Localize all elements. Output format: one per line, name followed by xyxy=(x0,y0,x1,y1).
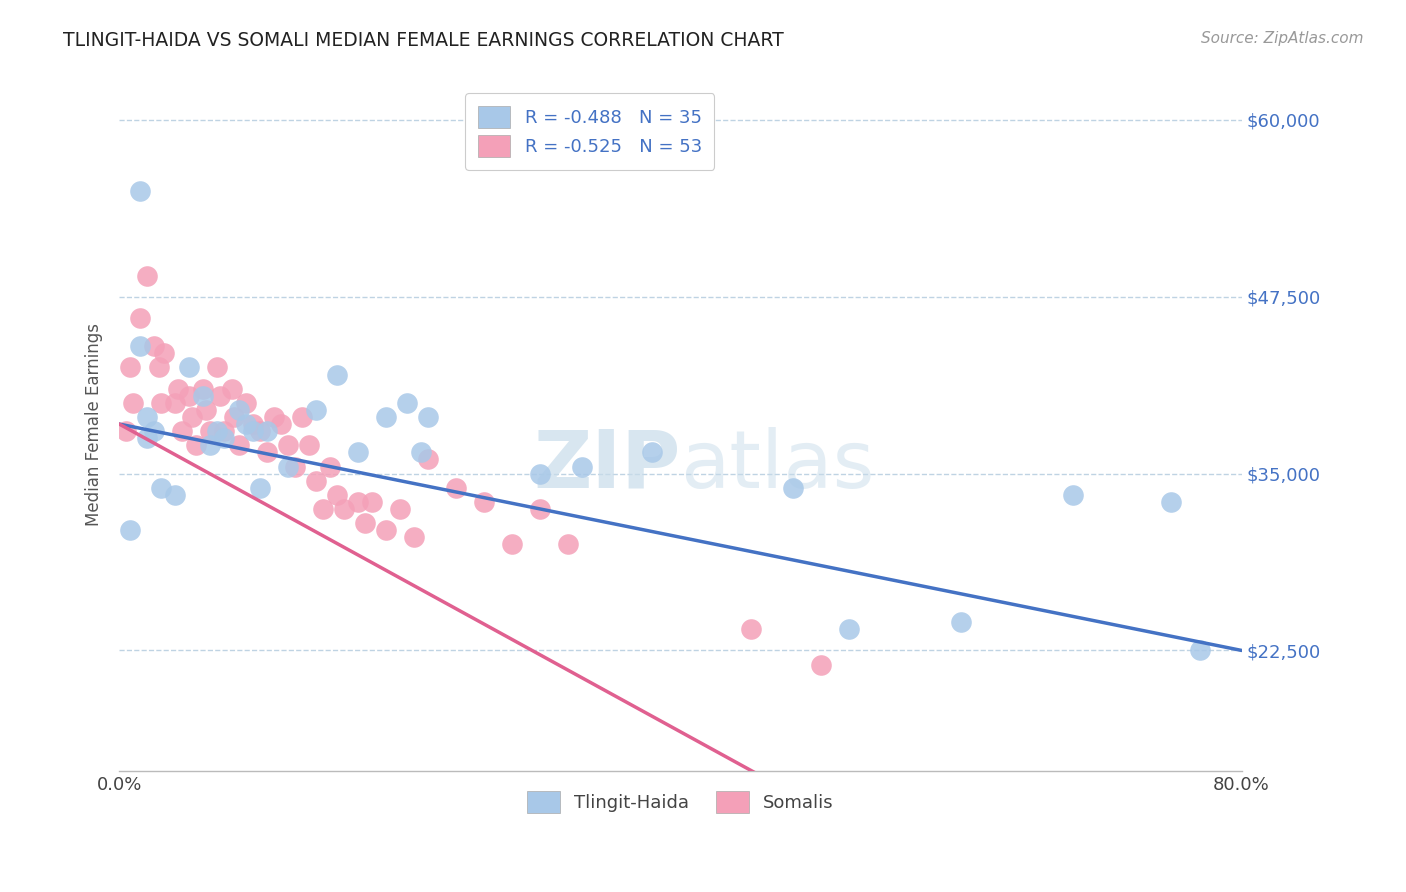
Legend: Tlingit-Haida, Somalis: Tlingit-Haida, Somalis xyxy=(516,780,845,824)
Point xyxy=(235,396,257,410)
Point xyxy=(129,310,152,325)
Point xyxy=(172,424,194,438)
Point xyxy=(360,495,382,509)
Point xyxy=(374,523,396,537)
Point xyxy=(122,396,145,410)
Text: TLINGIT-HAIDA VS SOMALI MEDIAN FEMALE EARNINGS CORRELATION CHART: TLINGIT-HAIDA VS SOMALI MEDIAN FEMALE EA… xyxy=(63,31,785,50)
Point xyxy=(277,459,299,474)
Point xyxy=(529,502,551,516)
Point xyxy=(263,409,285,424)
Point xyxy=(472,495,495,509)
Point xyxy=(291,409,314,424)
Point xyxy=(120,360,142,375)
Point xyxy=(409,445,432,459)
Point xyxy=(256,424,278,438)
Point xyxy=(150,481,173,495)
Point xyxy=(165,488,187,502)
Point xyxy=(224,409,246,424)
Point xyxy=(950,615,973,629)
Point xyxy=(374,409,396,424)
Point xyxy=(136,268,159,283)
Text: ZIP: ZIP xyxy=(533,426,681,505)
Point xyxy=(346,445,368,459)
Text: atlas: atlas xyxy=(681,426,875,505)
Point xyxy=(242,424,264,438)
Point xyxy=(167,382,190,396)
Point xyxy=(312,502,335,516)
Point xyxy=(249,424,271,438)
Point xyxy=(129,339,152,353)
Point xyxy=(143,424,166,438)
Point xyxy=(557,537,579,551)
Point xyxy=(195,403,218,417)
Point xyxy=(318,459,340,474)
Point xyxy=(235,417,257,431)
Point xyxy=(270,417,292,431)
Point xyxy=(529,467,551,481)
Point xyxy=(181,409,204,424)
Point xyxy=(214,424,236,438)
Point xyxy=(148,360,170,375)
Point xyxy=(305,474,328,488)
Point xyxy=(325,368,347,382)
Point xyxy=(221,382,243,396)
Point xyxy=(207,424,229,438)
Point xyxy=(1160,495,1182,509)
Point xyxy=(228,438,250,452)
Point xyxy=(571,459,593,474)
Point xyxy=(298,438,321,452)
Point xyxy=(249,481,271,495)
Point xyxy=(179,389,201,403)
Point xyxy=(641,445,664,459)
Point xyxy=(179,360,201,375)
Point xyxy=(305,403,328,417)
Point xyxy=(1062,488,1084,502)
Point xyxy=(782,481,804,495)
Point xyxy=(186,438,208,452)
Point xyxy=(284,459,307,474)
Point xyxy=(209,389,232,403)
Point xyxy=(501,537,523,551)
Point xyxy=(193,382,215,396)
Point xyxy=(346,495,368,509)
Point xyxy=(740,622,762,636)
Point xyxy=(136,409,159,424)
Point xyxy=(332,502,354,516)
Point xyxy=(214,431,236,445)
Point xyxy=(150,396,173,410)
Point xyxy=(395,396,418,410)
Point xyxy=(277,438,299,452)
Point xyxy=(416,409,439,424)
Text: Source: ZipAtlas.com: Source: ZipAtlas.com xyxy=(1201,31,1364,46)
Point xyxy=(143,339,166,353)
Point xyxy=(353,516,375,530)
Point xyxy=(115,424,138,438)
Point xyxy=(207,360,229,375)
Point xyxy=(256,445,278,459)
Point xyxy=(402,530,425,544)
Point xyxy=(129,184,152,198)
Point xyxy=(200,424,222,438)
Point xyxy=(838,622,860,636)
Point xyxy=(153,346,176,360)
Point xyxy=(120,523,142,537)
Y-axis label: Median Female Earnings: Median Female Earnings xyxy=(86,323,103,525)
Point xyxy=(416,452,439,467)
Point xyxy=(165,396,187,410)
Point xyxy=(200,438,222,452)
Point xyxy=(1188,643,1211,657)
Point xyxy=(193,389,215,403)
Point xyxy=(444,481,467,495)
Point xyxy=(242,417,264,431)
Point xyxy=(136,431,159,445)
Point xyxy=(325,488,347,502)
Point xyxy=(388,502,411,516)
Point xyxy=(810,657,832,672)
Point xyxy=(228,403,250,417)
